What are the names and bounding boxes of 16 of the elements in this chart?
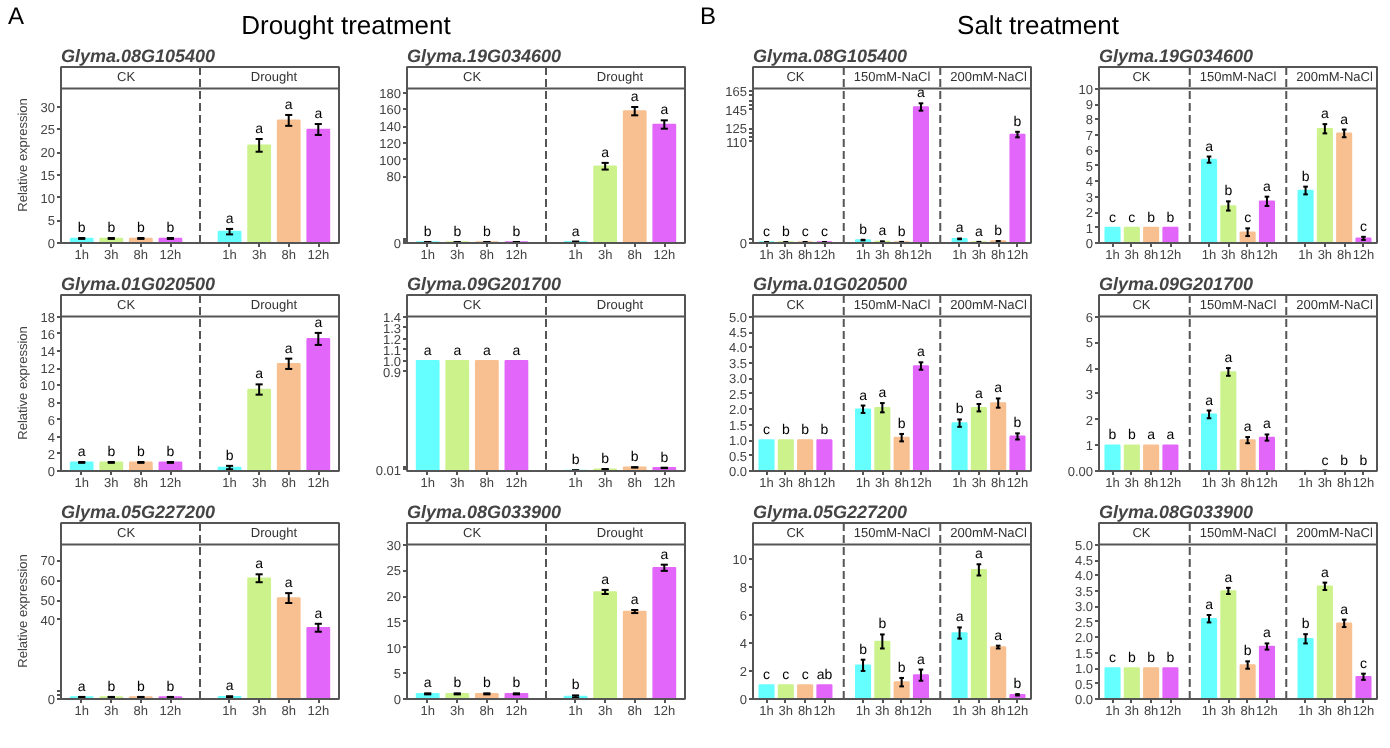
chart-title: Glyma.05G227200	[61, 502, 216, 522]
text: Salt treatment	[957, 10, 1119, 40]
chart-title: Glyma.08G105400	[61, 46, 216, 66]
text: A	[8, 0, 25, 34]
chart-title: Glyma.05G227200	[753, 502, 908, 522]
chart-title: Glyma.19G034600	[1099, 46, 1254, 66]
chart-title: Glyma.19G034600	[407, 46, 562, 66]
text: B	[700, 0, 717, 34]
text: Drought treatment	[241, 10, 451, 40]
chart-title: Glyma.09G201700	[1099, 274, 1254, 294]
chart-title: Glyma.08G105400	[753, 46, 908, 66]
chart-title: Glyma.01G020500	[753, 274, 908, 294]
chart-title: Glyma.01G020500	[61, 274, 216, 294]
chart-title: Glyma.08G033900	[407, 502, 562, 522]
chart-title: Glyma.09G201700	[407, 274, 562, 294]
chart-title: Glyma.08G033900	[1099, 502, 1254, 522]
